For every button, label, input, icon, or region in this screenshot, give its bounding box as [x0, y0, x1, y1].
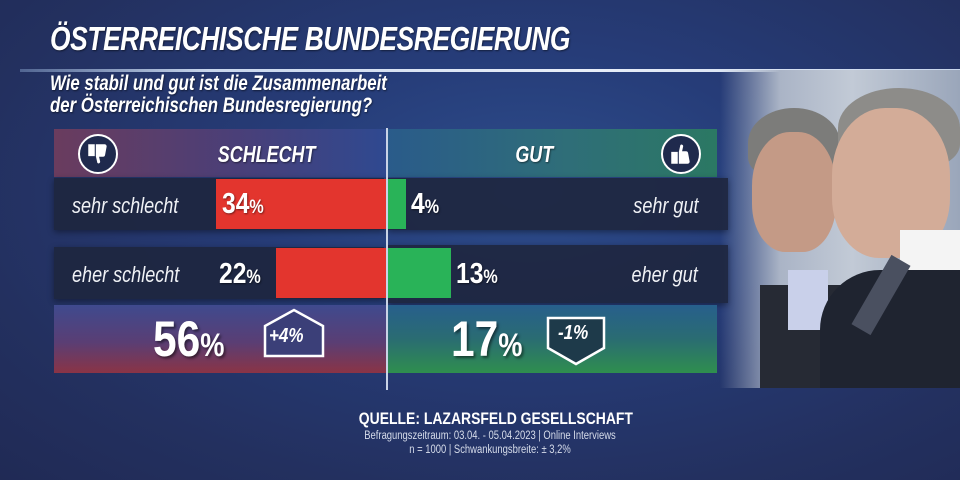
thumbs-up-icon: [661, 134, 701, 174]
change-down-value: -1%: [558, 322, 589, 344]
source-sample: n = 1000 | Schwankungsbreite: ± 3,2%: [409, 444, 571, 456]
source-block: QUELLE: LAZARSFELD GESELLSCHAFT Befragun…: [330, 409, 650, 457]
chart-subtitle: Wie stabil und gut ist die Zusammenarbei…: [50, 73, 387, 117]
page-title: ÖSTERREICHISCHE BUNDESREGIERUNG: [50, 20, 571, 57]
bar-sehr-gut: [387, 179, 406, 229]
value-sehr-schlecht: 34%: [222, 188, 264, 220]
schlecht-header: SCHLECHT: [54, 129, 386, 177]
subtitle-line-2: der Österreichischen Bundesregierung?: [50, 94, 373, 117]
change-up-badge: +4%: [263, 308, 325, 358]
value-eher-schlecht: 22%: [219, 258, 261, 290]
label-eher-schlecht: eher schlecht: [72, 262, 180, 287]
gut-header: GUT: [387, 129, 717, 177]
bar-eher-gut: [387, 248, 451, 298]
label-eher-gut: eher gut: [631, 262, 698, 287]
gut-label: GUT: [515, 141, 554, 167]
title-divider: [20, 69, 960, 72]
row-sehr-gut: [388, 178, 728, 230]
label-sehr-schlecht: sehr schlecht: [72, 193, 179, 218]
label-sehr-gut: sehr gut: [632, 193, 698, 218]
value-eher-gut: 13%: [456, 258, 498, 290]
bar-sehr-schlecht: [216, 179, 386, 229]
politicians-photo: [720, 70, 960, 388]
schlecht-label: SCHLECHT: [217, 141, 316, 167]
subtitle-line-1: Wie stabil und gut ist die Zusammenarbei…: [50, 72, 387, 95]
gut-total: 17%: [451, 311, 523, 367]
thumbs-down-icon: [78, 134, 118, 174]
value-sehr-gut: 4%: [411, 188, 440, 220]
change-down-badge: -1%: [546, 316, 606, 366]
source-title: QUELLE: LAZARSFELD GESELLSCHAFT: [358, 409, 633, 428]
center-divider: [386, 128, 388, 390]
schlecht-total-panel: [54, 305, 386, 373]
change-up-value: +4%: [269, 325, 304, 347]
bar-eher-schlecht: [276, 248, 386, 298]
schlecht-total: 56%: [153, 311, 225, 367]
source-period: Befragungszeitraum: 03.04. - 05.04.2023 …: [364, 430, 616, 442]
